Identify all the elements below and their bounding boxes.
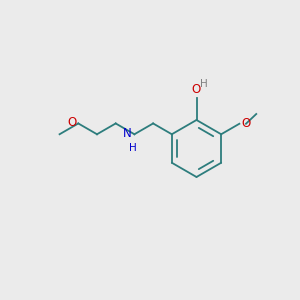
Text: H: H bbox=[200, 79, 208, 89]
Text: O: O bbox=[68, 116, 77, 129]
Text: N: N bbox=[123, 127, 132, 140]
Text: H: H bbox=[129, 143, 137, 153]
Text: O: O bbox=[192, 83, 201, 96]
Text: O: O bbox=[242, 117, 251, 130]
